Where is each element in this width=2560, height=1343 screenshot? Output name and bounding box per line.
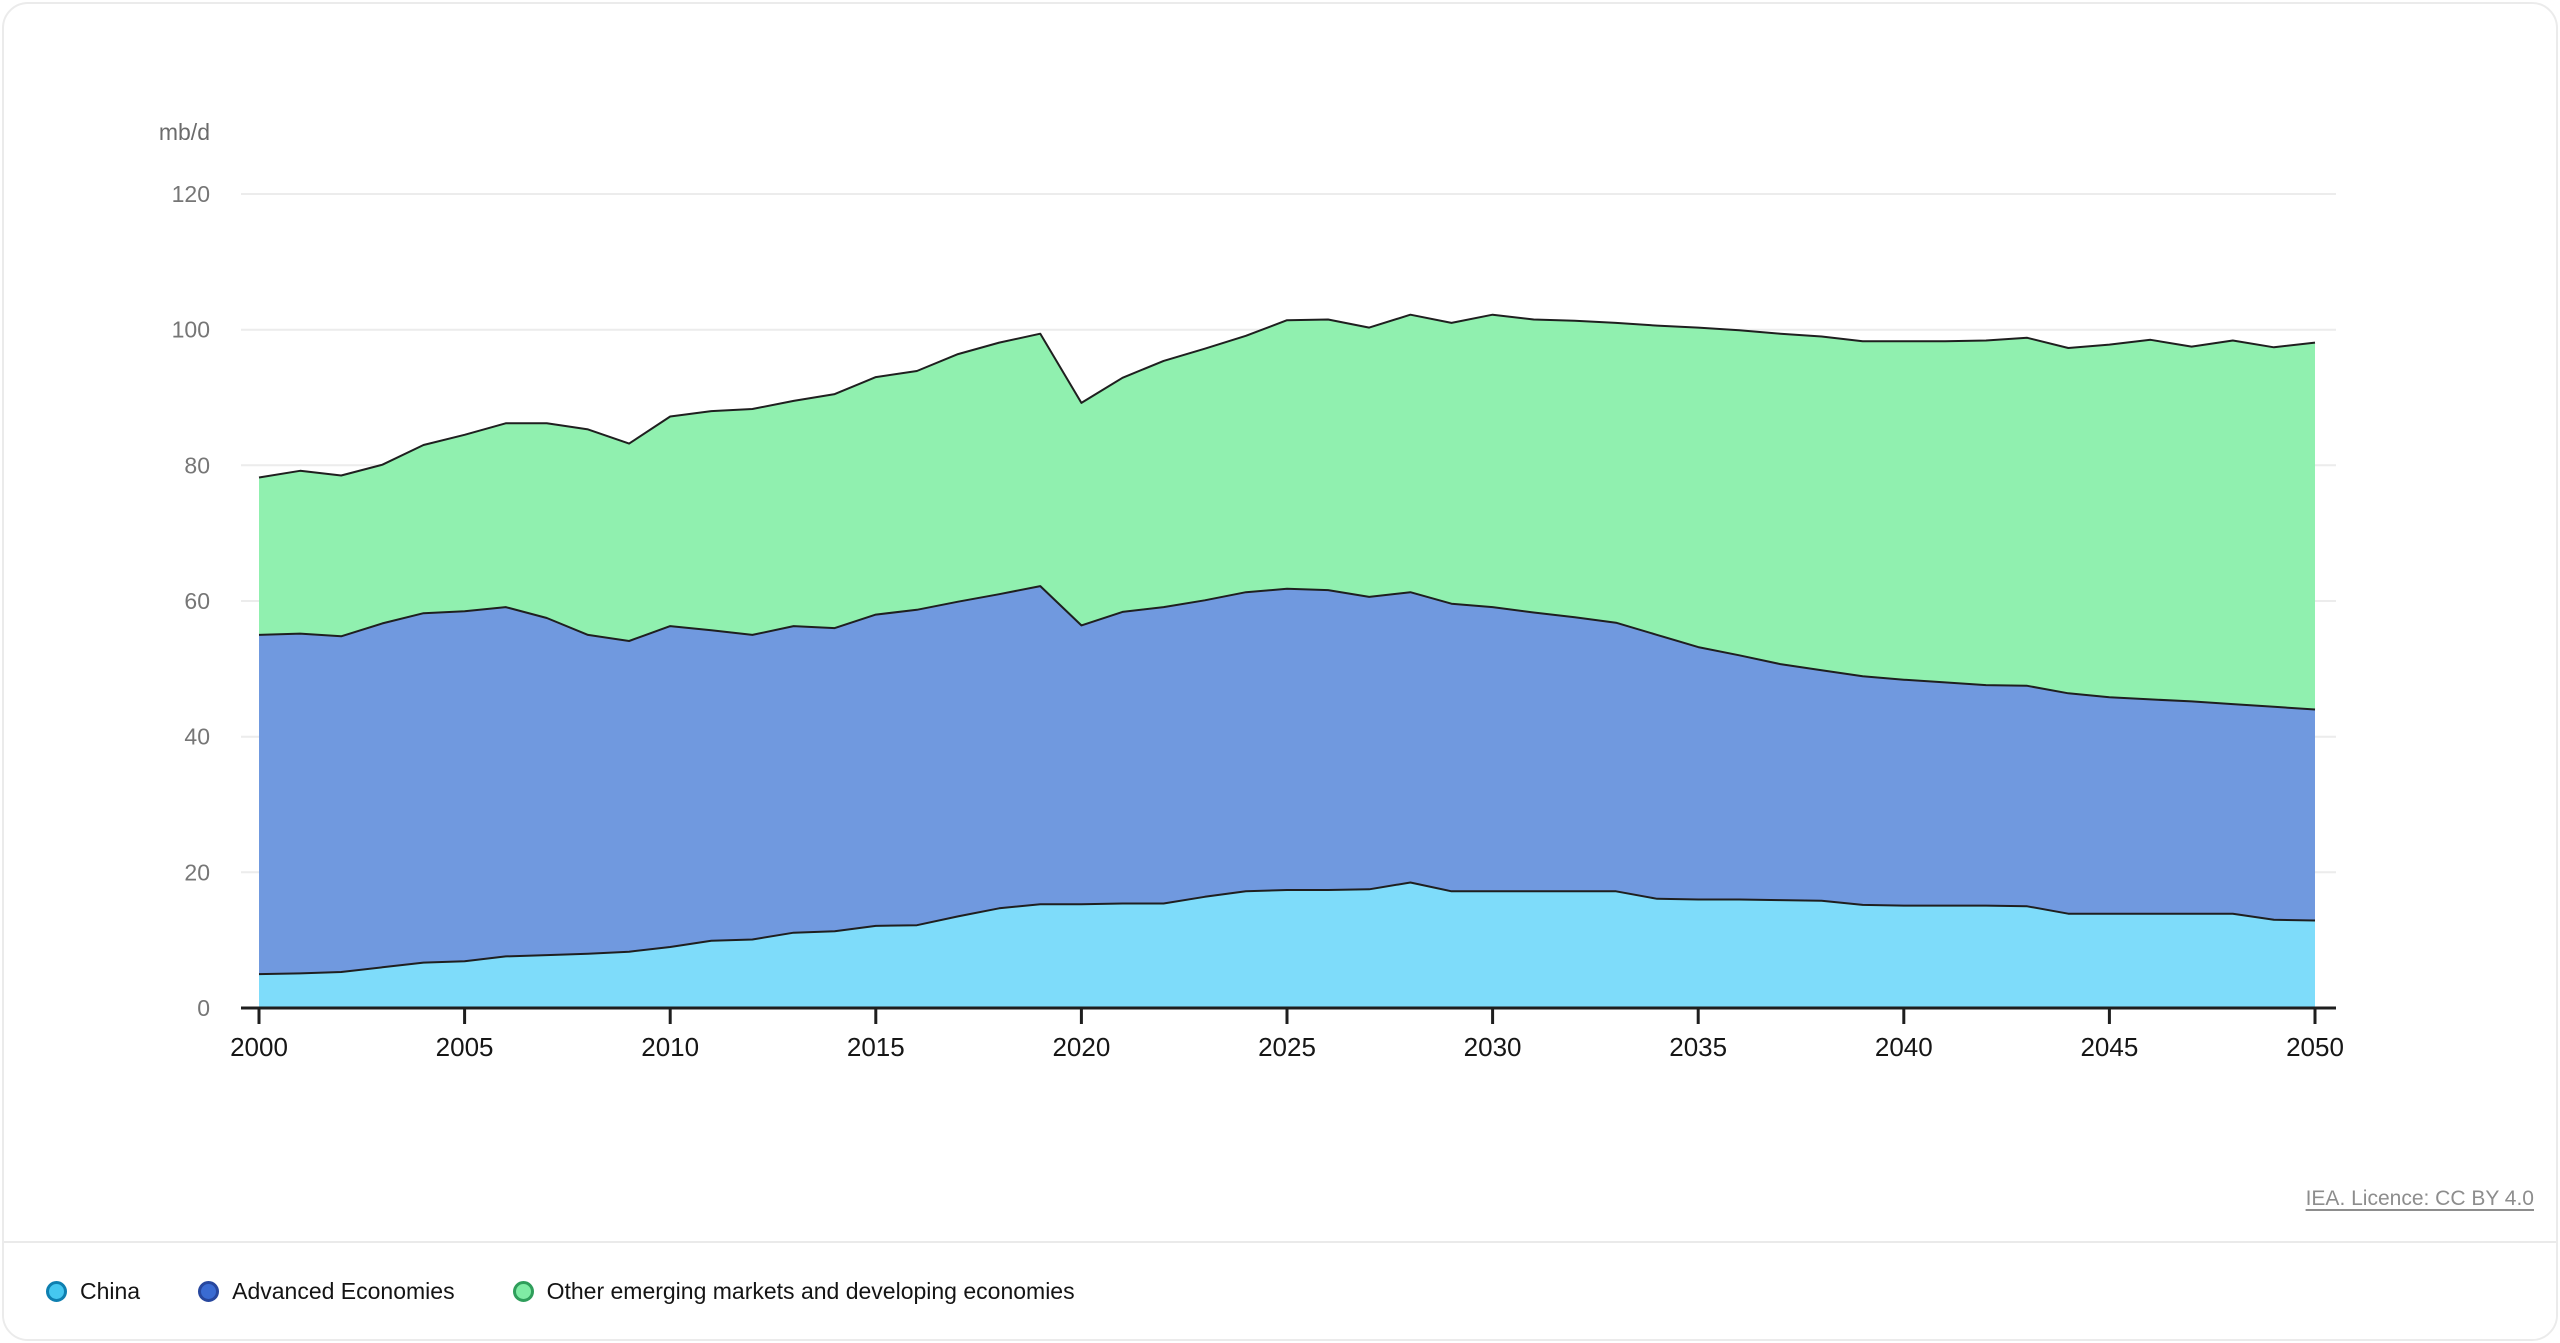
- y-tick-label: 40: [184, 724, 210, 750]
- legend-label: Other emerging markets and developing ec…: [546, 1277, 1075, 1304]
- y-tick-label: 100: [172, 317, 210, 343]
- legend-label: China: [80, 1277, 141, 1304]
- legend-item-other-emerging-markets-and-developing-ec[interactable]: Other emerging markets and developing ec…: [512, 1277, 1075, 1305]
- legend-dot-icon: [512, 1280, 534, 1302]
- x-tick-label: 2025: [1258, 1032, 1316, 1062]
- x-tick-label: 2035: [1669, 1032, 1727, 1062]
- y-tick-label: 20: [184, 859, 210, 885]
- x-tick-label: 2030: [1464, 1032, 1522, 1062]
- stacked-area-chart: mb/d 2000 2005 2010 2015 2020 2025 2030 2035 204…: [159, 119, 2344, 1062]
- boundary-line-china: [258, 881, 2316, 976]
- licence-link[interactable]: IEA. Licence: CC BY 4.0: [2305, 1187, 2534, 1210]
- legend-label: Advanced Economies: [232, 1277, 455, 1304]
- y-tick-label: 120: [172, 181, 210, 207]
- legend-bar: China Advanced Economies Other emerging ma…: [4, 1241, 2556, 1339]
- x-tick-label: 2005: [436, 1032, 494, 1062]
- x-tick-label: 2000: [230, 1032, 288, 1062]
- x-tick-label: 2010: [641, 1032, 699, 1062]
- legend-dot-icon: [198, 1280, 220, 1302]
- y-tick-label: 0: [197, 995, 210, 1021]
- plot-area[interactable]: 2000 2005 2010 2015 2020 2025 2030 2035 2040 2045…: [172, 181, 2344, 1062]
- y-tick-label: 60: [184, 588, 210, 614]
- legend-item-china[interactable]: China: [46, 1278, 140, 1305]
- legend-item-advanced-economies[interactable]: Advanced Economies: [198, 1277, 455, 1305]
- area-advanced-economies[interactable]: [259, 586, 2315, 975]
- x-tick-label: 2050: [2286, 1032, 2344, 1062]
- boundary-line-advanced-economies: [258, 585, 2316, 711]
- area-other-emerging-markets-and-developing-ec[interactable]: [259, 314, 2315, 710]
- x-tick-label: 2040: [1875, 1032, 1933, 1062]
- boundary-line-other-emerging-markets-and-developing-ec: [258, 313, 2316, 479]
- legend-dot-icon: [46, 1280, 67, 1302]
- y-tick-label: 80: [184, 452, 210, 478]
- x-tick-label: 2015: [847, 1032, 905, 1062]
- area-china[interactable]: [259, 882, 2315, 1009]
- y-axis-unit-label: mb/d: [159, 119, 210, 145]
- x-tick-label: 2020: [1052, 1032, 1110, 1062]
- x-tick-label: 2045: [2080, 1032, 2138, 1062]
